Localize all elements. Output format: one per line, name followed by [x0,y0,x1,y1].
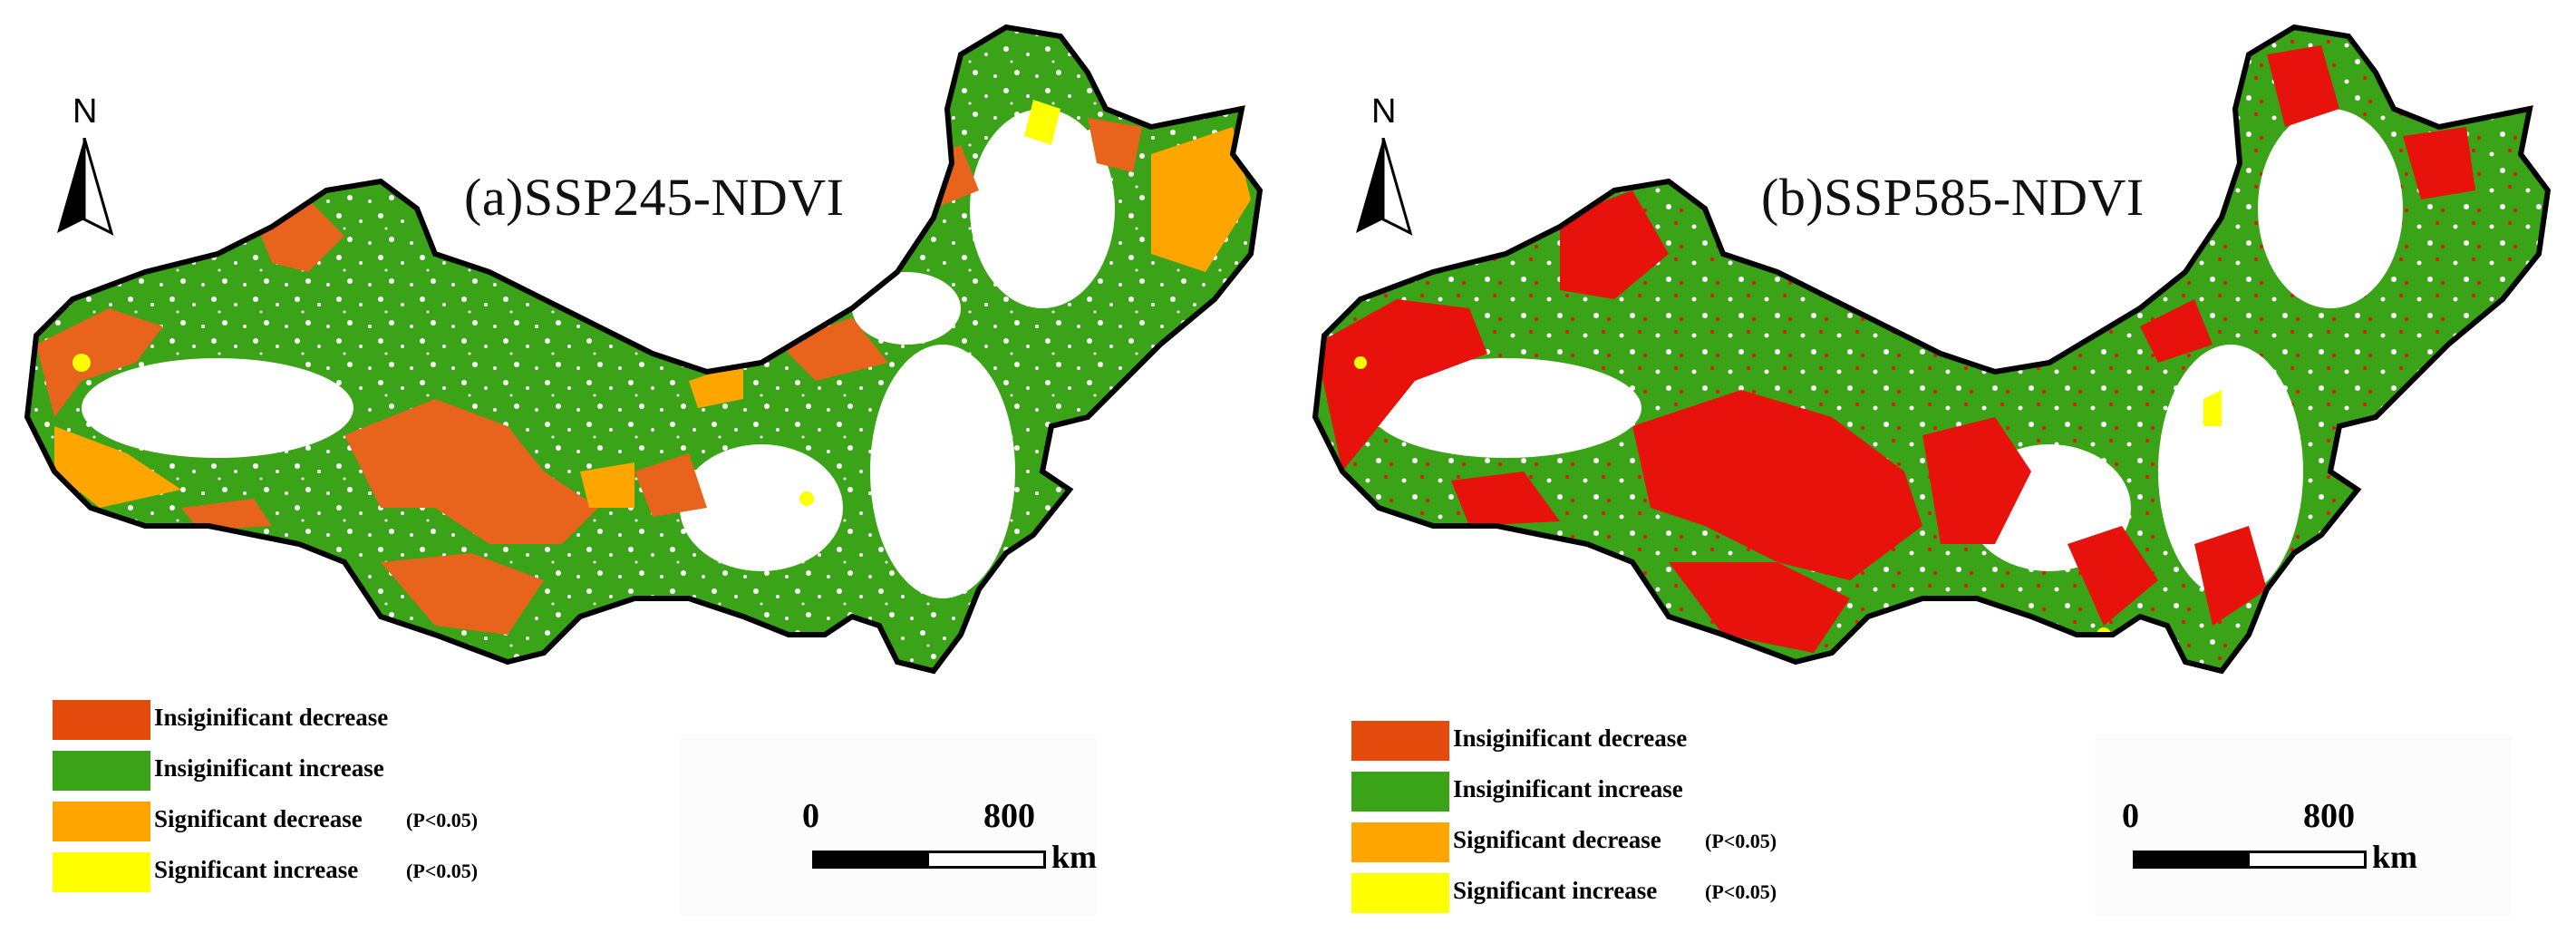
legend-item: Significant decrease (P<0.05) [53,802,596,841]
scale-max-label: 800 [983,797,1035,835]
decrease-region [1669,562,1850,653]
decrease-region [780,317,888,381]
decrease-region [381,553,544,635]
scale-unit-label: km [1051,839,1098,875]
decrease-region [2403,127,2475,199]
legend-label: Insiginificant decrease [1453,724,1688,752]
legend-item: Insiginificant decrease [1351,721,1895,761]
decrease-region [36,308,163,417]
legend-swatch [1351,873,1449,913]
legend-label: Significant increase [1453,877,1658,904]
legend-swatch [1351,822,1449,862]
scale-zero-label: 0 [802,797,819,835]
scale-unit-label: km [2372,839,2418,875]
decrease-region [181,499,272,530]
legend-item: Significant increase (P<0.05) [1351,873,1895,913]
legend-label: Significant decrease [1453,826,1661,853]
legend-swatch [1351,772,1449,812]
decrease-region [1315,299,1487,472]
legend-item: Significant increase (P<0.05) [53,852,596,892]
decrease-region [2267,45,2339,127]
decrease-region [2068,526,2158,626]
scale-bar-area: 0 800 km [680,734,1097,916]
decrease-region [1632,390,1922,580]
legend-label: Insiginificant increase [154,754,384,782]
legend-item: Insiginificant decrease [53,700,596,740]
decrease-region [1088,118,1142,172]
scale-bar-area: 0 800 km [2095,734,2512,916]
decrease-region [1922,417,2031,544]
legend-label: Insiginificant decrease [154,704,389,731]
north-arrow-icon [1356,138,1413,236]
map-title: (b)SSP585-NDVI [1761,168,2145,227]
legend-note: (P<0.05) [406,809,479,831]
north-label: N [73,92,98,131]
map-panel-a: N (a)SSP245-NDVI Insiginificant decrease… [0,0,1288,943]
decrease-region [2140,299,2213,363]
legend-swatch [53,852,150,892]
legend-label: Insiginificant increase [1453,775,1683,802]
decrease-region [1451,472,1560,526]
decrease-region [1560,190,1669,299]
legend-note: (P<0.05) [1705,880,1777,903]
map-title: (a)SSP245-NDVI [464,168,845,227]
legend-swatch [53,802,150,841]
legend-swatch [53,700,150,740]
scale-bar [2133,851,2367,869]
legend-item: Significant decrease (P<0.05) [1351,822,1895,862]
decrease-region [2194,526,2267,626]
scale-bar [812,851,1046,869]
legend-swatch [53,751,150,791]
legend-note: (P<0.05) [1705,830,1777,852]
map-a [0,0,1288,943]
legend-item: Insiginificant increase [1351,772,1895,812]
decrease-region [344,399,598,544]
map-panel-b: N (b)SSP585-NDVI Insiginificant decrease… [1288,0,2576,943]
north-arrow-icon [57,138,114,236]
scale-bar-segment [2135,853,2250,866]
scale-zero-label: 0 [2122,797,2139,835]
legend-swatch [1351,721,1449,761]
scale-max-label: 800 [2303,797,2355,835]
legend-item: Insiginificant increase [53,751,596,791]
decrease-region [634,453,707,517]
scale-bar-segment [815,853,929,866]
north-label: N [1371,92,1397,131]
legend-label: Significant increase [154,856,359,883]
legend-note: (P<0.05) [406,860,479,882]
map-b [1288,0,2576,943]
legend-label: Significant decrease [154,805,363,832]
